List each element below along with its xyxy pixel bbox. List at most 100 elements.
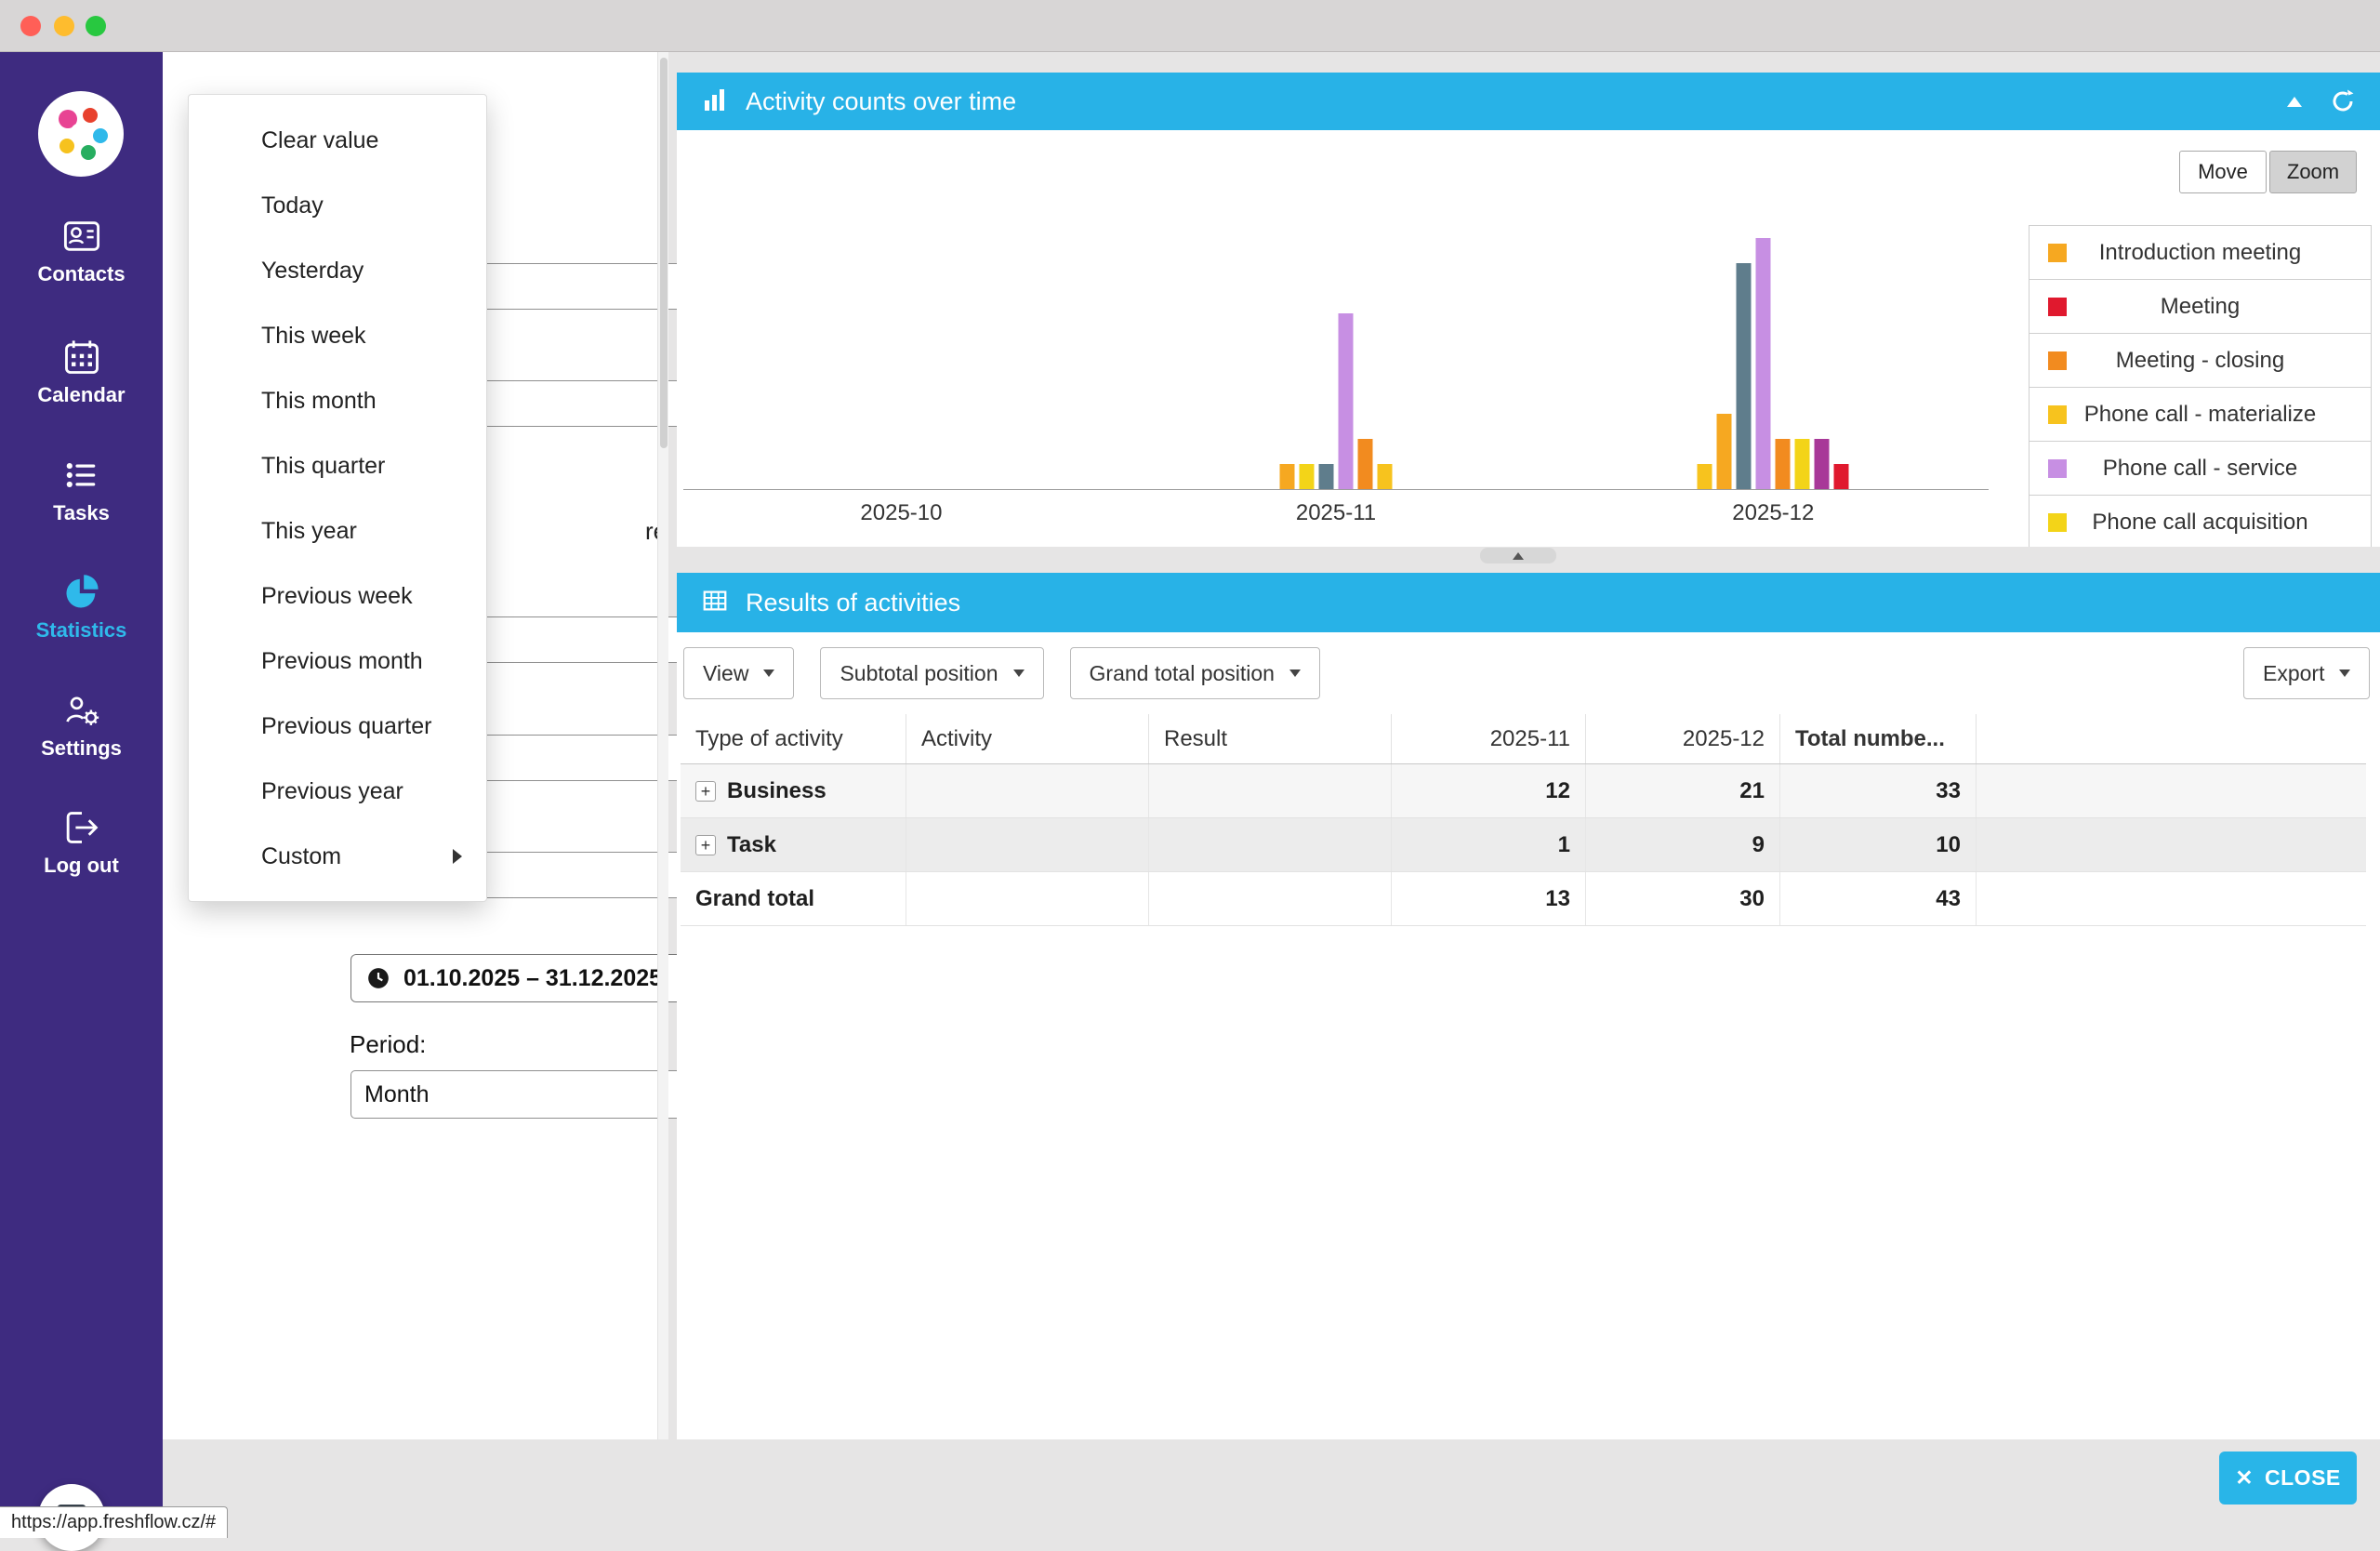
menu-item-label: Previous quarter <box>261 712 432 739</box>
freshflow-logo[interactable] <box>34 87 127 180</box>
pivot-rows: + Business 12 21 33 + Task 1 9 10 Grand total 13 30 4… <box>681 764 2366 926</box>
legend-label: Meeting - closing <box>2115 347 2285 373</box>
window-close-button[interactable] <box>20 16 41 36</box>
filler-cell <box>1977 764 2366 817</box>
chart-bar[interactable] <box>1318 464 1334 489</box>
legend-item[interactable]: Phone call - materialize <box>2029 387 2372 442</box>
menu-item-previous-year[interactable]: Previous year <box>189 759 486 824</box>
export-button[interactable]: Export <box>2243 647 2371 699</box>
menu-item-label: Previous week <box>261 582 413 609</box>
chart-panel-header: Activity counts over time <box>677 73 2380 130</box>
close-icon: ✕ <box>2235 1465 2254 1490</box>
menu-item-yesterday[interactable]: Yesterday <box>189 238 486 303</box>
menu-item-clear-value[interactable]: Clear value <box>189 108 486 173</box>
value-cell: 10 <box>1780 818 1977 871</box>
sidebar-item-label: Contacts <box>37 262 126 285</box>
column-header[interactable]: Activity <box>906 714 1149 763</box>
status-url-tooltip: https://app.freshflow.cz/# <box>0 1506 229 1538</box>
empty-cell <box>1149 764 1392 817</box>
sidebar-item-contacts[interactable]: Contacts <box>0 216 163 309</box>
chevron-down-icon <box>1289 669 1301 677</box>
close-statistics-button[interactable]: ✕ CLOSE <box>2219 1452 2357 1505</box>
column-header[interactable]: 2025-11 <box>1392 714 1586 763</box>
sidebar-item-tasks[interactable]: Tasks <box>0 455 163 548</box>
legend-item[interactable]: Introduction meeting <box>2029 225 2372 280</box>
menu-item-label: Yesterday <box>261 257 364 284</box>
chart-bar[interactable] <box>1357 439 1373 489</box>
chart-plot: 2025-10 2025-11 2025-12 <box>683 130 1989 547</box>
menu-item-previous-quarter[interactable]: Previous quarter <box>189 694 486 759</box>
chart-bar[interactable] <box>1736 263 1752 489</box>
legend-item[interactable]: Phone call - service <box>2029 441 2372 496</box>
chart-bar[interactable] <box>1697 464 1712 489</box>
chart-bar[interactable] <box>1814 439 1830 489</box>
column-header[interactable]: Type of activity <box>681 714 906 763</box>
column-header[interactable]: 2025-12 <box>1586 714 1780 763</box>
menu-item-this-quarter[interactable]: This quarter <box>189 433 486 498</box>
chart-bar[interactable] <box>1338 313 1354 489</box>
menu-item-custom[interactable]: Custom <box>189 824 486 889</box>
button-label: Subtotal position <box>840 660 998 685</box>
refresh-button[interactable] <box>2330 88 2356 114</box>
legend-swatch <box>2048 351 2067 370</box>
sidebar-item-statistics[interactable]: Statistics <box>0 572 163 665</box>
window-minimize-button[interactable] <box>54 16 74 36</box>
panel-splitter-handle[interactable] <box>1480 548 1556 563</box>
sidebar-item-label: Calendar <box>37 383 126 406</box>
scrollbar-thumb[interactable] <box>660 58 668 448</box>
empty-cell <box>906 818 1149 871</box>
subtotal-position-button[interactable]: Subtotal position <box>820 647 1044 699</box>
chart-bar[interactable] <box>1794 439 1810 489</box>
menu-item-this-month[interactable]: This month <box>189 368 486 433</box>
value-cell: 1 <box>1392 818 1586 871</box>
legend-item[interactable]: Meeting <box>2029 279 2372 334</box>
chart-bar[interactable] <box>1377 464 1393 489</box>
zoom-mode-button[interactable]: Zoom <box>2269 151 2357 193</box>
menu-item-today[interactable]: Today <box>189 173 486 238</box>
date-range-value: 01.10.2025 – 31.12.2025 <box>403 964 663 991</box>
value-cell: 30 <box>1586 872 1780 925</box>
sidebar-item-settings[interactable]: Settings <box>0 690 163 783</box>
pan-mode-button[interactable]: Move <box>2179 151 2267 193</box>
sidebar-item-logout[interactable]: Log out <box>0 807 163 900</box>
column-header[interactable]: Total numbe... <box>1780 714 1977 763</box>
menu-item-previous-month[interactable]: Previous month <box>189 629 486 694</box>
bar-chart-icon <box>701 86 729 118</box>
expand-row-button[interactable]: + <box>695 834 716 855</box>
sidebar-item-calendar[interactable]: Calendar <box>0 337 163 430</box>
button-label: Export <box>2263 660 2325 685</box>
x-axis-label: 2025-12 <box>1732 500 1815 525</box>
chart-bar[interactable] <box>1716 414 1732 489</box>
chart-bar[interactable] <box>1279 464 1295 489</box>
sidebar-item-label: Tasks <box>53 501 110 524</box>
menu-item-label: Clear value <box>261 126 379 153</box>
expand-row-button[interactable]: + <box>695 780 716 802</box>
legend-item[interactable]: Phone call acquisition <box>2029 495 2372 547</box>
legend-label: Meeting <box>2160 293 2241 319</box>
window-zoom-button[interactable] <box>86 16 106 36</box>
chart-bar[interactable] <box>1833 464 1849 489</box>
x-axis-label: 2025-11 <box>1295 500 1377 525</box>
menu-item-previous-week[interactable]: Previous week <box>189 563 486 629</box>
legend-swatch <box>2048 458 2067 478</box>
menu-item-this-week[interactable]: This week <box>189 303 486 368</box>
menu-item-label: Custom <box>261 842 342 869</box>
chart-bar[interactable] <box>1755 238 1771 489</box>
collapse-chart-button[interactable] <box>2287 96 2302 107</box>
menu-item-this-year[interactable]: This year <box>189 498 486 563</box>
row-label: Task <box>727 831 776 857</box>
view-menu-button[interactable]: View <box>683 647 795 699</box>
filter-panel-scrollbar[interactable] <box>657 52 668 1439</box>
legend-label: Phone call acquisition <box>2092 509 2308 535</box>
row-label-cell: + Business <box>681 764 906 817</box>
chart-bar[interactable] <box>1775 439 1791 489</box>
contacts-icon <box>61 216 102 257</box>
filler-cell <box>1977 818 2366 871</box>
grand-total-position-button[interactable]: Grand total position <box>1069 647 1320 699</box>
column-header[interactable]: Result <box>1149 714 1392 763</box>
chart-legend: Introduction meeting Meeting Meeting - clo… <box>2029 225 2372 547</box>
legend-item[interactable]: Meeting - closing <box>2029 333 2372 388</box>
chart-bar[interactable] <box>1299 464 1315 489</box>
table-row: + Business 12 21 33 <box>681 764 2366 818</box>
menu-item-label: This week <box>261 322 366 349</box>
